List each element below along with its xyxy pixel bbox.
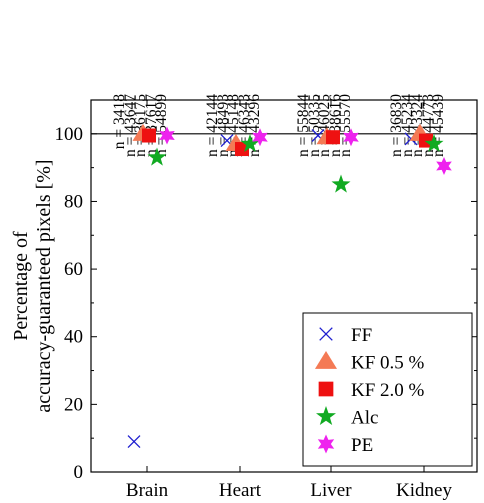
x-tick-label: Liver bbox=[310, 480, 352, 501]
sample-count-label: n = 3418 bbox=[111, 94, 128, 149]
point-star bbox=[331, 174, 351, 193]
y-axis-label: Percentage ofaccuracy-guaranteed pixels … bbox=[10, 159, 55, 412]
legend-marker-x bbox=[319, 327, 333, 341]
sample-count-label: n = 36830 bbox=[388, 94, 405, 157]
point-square bbox=[142, 128, 156, 143]
sample-count-label: n = 45234 bbox=[399, 94, 416, 157]
point-star bbox=[240, 133, 260, 153]
point-star bbox=[147, 147, 167, 166]
legend-marker-square bbox=[318, 381, 334, 397]
x-stroke bbox=[220, 134, 234, 148]
sample-count-label: n = 54899 bbox=[153, 94, 170, 157]
legend-entry-label: KF 0.5 % bbox=[351, 353, 425, 374]
x-tick-label: Heart bbox=[219, 480, 262, 501]
y-tick-label: 100 bbox=[55, 124, 84, 145]
data-marks bbox=[127, 123, 452, 449]
legend-entry-label: KF 2.0 % bbox=[351, 380, 425, 401]
y-tick-label: 80 bbox=[64, 191, 83, 212]
y-tick-label: 60 bbox=[64, 259, 83, 280]
point-hexstar bbox=[343, 128, 359, 147]
y-tick-label: 40 bbox=[64, 327, 83, 348]
x-stroke bbox=[311, 129, 325, 142]
legend-marker-star bbox=[316, 406, 336, 425]
legend: FF KF 0.5 % KF 2.0 % Alc PE bbox=[302, 312, 473, 467]
sample-count-label: n = 55844 bbox=[295, 94, 312, 157]
y-axis-label-line: Percentage of bbox=[10, 231, 32, 341]
y-tick-label: 0 bbox=[74, 462, 84, 483]
point-star bbox=[424, 133, 444, 153]
x-tick-label: Brain bbox=[126, 480, 169, 501]
y-tick-label: 20 bbox=[64, 394, 83, 415]
x-tick-label: Kidney bbox=[396, 480, 452, 501]
point-square bbox=[235, 142, 249, 157]
sample-count-label: n = 55570 bbox=[337, 94, 354, 157]
legend-entry-label: PE bbox=[351, 435, 373, 456]
x-stroke bbox=[319, 327, 333, 341]
point-hexstar bbox=[159, 126, 175, 145]
point-x bbox=[127, 435, 141, 449]
point-hexstar bbox=[252, 128, 268, 147]
legend-marker-hexstar bbox=[317, 434, 335, 454]
plot-frame bbox=[90, 99, 478, 473]
sample-count-label: n = 43647 bbox=[122, 94, 139, 157]
x-stroke bbox=[127, 435, 141, 449]
legend-entry-label: Alc bbox=[351, 408, 378, 429]
point-square bbox=[326, 130, 340, 145]
y-axis-label-line: accuracy-guaranteed pixels [%] bbox=[33, 159, 55, 412]
point-hexstar bbox=[436, 156, 452, 175]
sample-count-label: n = 42144 bbox=[204, 94, 221, 157]
legend-marker-triangle bbox=[314, 351, 338, 369]
axes: 0 20 40 60 80 100 Brain Heart Liver Kidney bbox=[55, 99, 478, 501]
legend-entry-label: FF bbox=[351, 325, 372, 346]
